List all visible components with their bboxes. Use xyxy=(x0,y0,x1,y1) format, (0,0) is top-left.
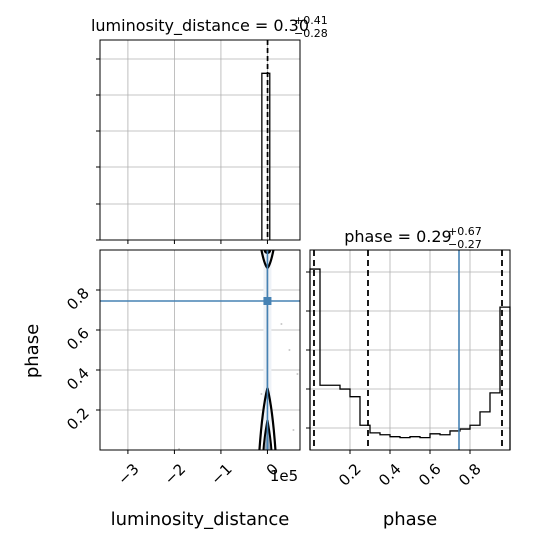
x-tick-label: −3 xyxy=(114,460,142,488)
y-tick-label: 0.2 xyxy=(63,404,93,434)
title-ld-value: 0.30 xyxy=(273,16,309,35)
title-phase-minus: −0.27 xyxy=(448,238,482,251)
title-phase: phase = 0.29 xyxy=(344,227,451,246)
x-tick-label: 0.4 xyxy=(375,460,405,490)
ld-hist-frame xyxy=(99,39,301,241)
joint-frame xyxy=(99,249,301,451)
title-phase-prefix: phase = xyxy=(344,227,416,246)
joint-sample-point xyxy=(288,349,291,351)
joint-sample-point xyxy=(260,393,263,395)
y-tick-label: 0.4 xyxy=(63,364,93,394)
ld-hist-bar xyxy=(261,72,271,240)
x-tick-label: −1 xyxy=(207,460,235,488)
phase-hist-step xyxy=(309,268,511,450)
title-ld-prefix: luminosity_distance = xyxy=(91,16,273,36)
joint-sample-point xyxy=(280,323,283,325)
panel-phase-hist xyxy=(309,249,511,451)
truth-marker xyxy=(263,297,272,305)
title-luminosity-distance: luminosity_distance = 0.30 xyxy=(91,16,309,36)
x-axis-label-phase: phase xyxy=(383,509,437,530)
x-tick-label: −2 xyxy=(161,460,189,488)
x-tick-label: 0.2 xyxy=(335,460,365,490)
joint-sample-point xyxy=(296,373,299,375)
y-tick-label: 0.6 xyxy=(63,324,93,354)
panel-joint xyxy=(99,249,301,451)
title-ld-plus: +0.41 xyxy=(294,14,328,27)
joint-sample-point xyxy=(292,429,295,431)
x-axis-multiplier: 1e5 xyxy=(270,467,298,485)
title-phase-plus: +0.67 xyxy=(448,225,482,238)
x-tick-label: 0.6 xyxy=(415,460,445,490)
y-axis-label-phase: phase xyxy=(22,324,43,378)
x-tick-label: 0.8 xyxy=(455,460,485,490)
panel-luminosity-distance-hist xyxy=(99,39,301,241)
y-tick-label: 0.8 xyxy=(63,284,93,314)
x-axis-label-distance: luminosity_distance xyxy=(111,509,290,530)
title-ld-minus: −0.28 xyxy=(294,27,328,40)
title-phase-value: 0.29 xyxy=(416,227,452,246)
